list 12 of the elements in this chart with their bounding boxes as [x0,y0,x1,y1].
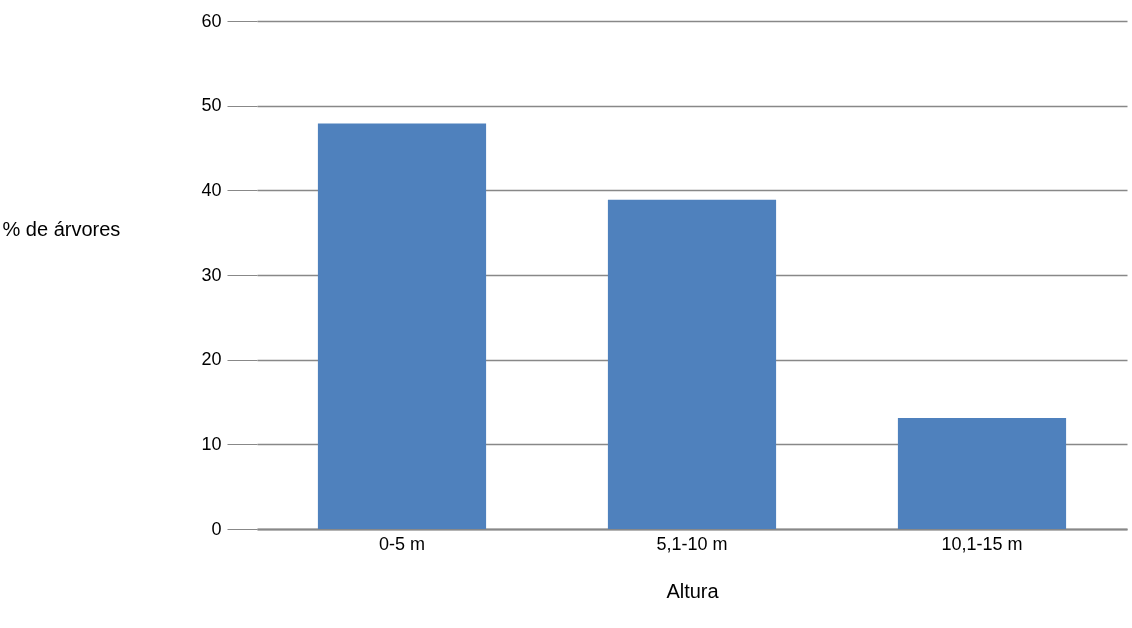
y-tick-label: 40 [201,179,222,200]
x-tick-label: 10,1-15 m [941,533,1023,554]
y-tick-label: 20 [201,349,222,370]
y-tick-label: 60 [201,10,222,31]
y-tick-label: 50 [201,95,222,116]
x-axis-title: Altura [666,579,720,602]
x-tick-label: 0-5 m [378,533,426,554]
y-tick-label: 0 [211,518,222,539]
y-axis-title: % de árvores [2,217,121,240]
y-tick-label: 30 [201,264,222,285]
x-tick-label: 5,1-10 m [656,533,728,554]
y-tick-label: 10 [201,433,222,454]
